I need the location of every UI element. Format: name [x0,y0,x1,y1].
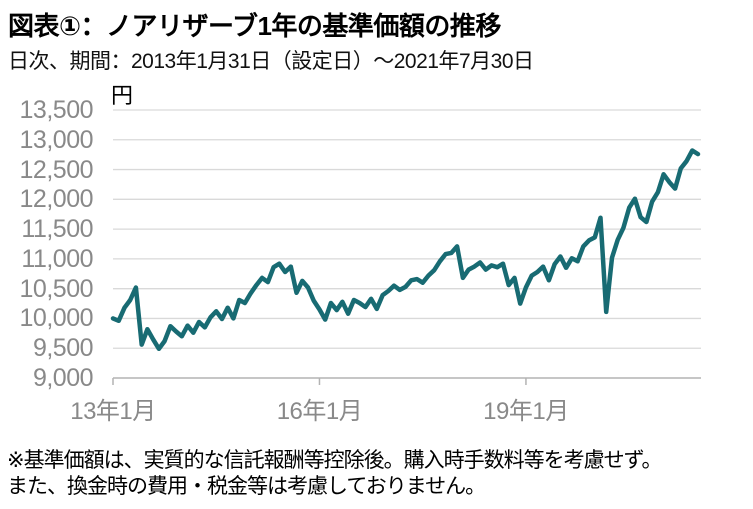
x-tick-label: 19年1月 [483,398,569,425]
y-tick-label: 9,500 [32,334,94,363]
y-tick-label: 12,500 [19,155,94,184]
x-tick-label: 16年1月 [276,398,363,425]
nav-line-series [110,148,701,352]
y-axis-unit-label: 円 [111,83,134,108]
footnote-line-2: また、換金時の費用・税金等は考慮しておりません。 [7,475,486,498]
y-tick-label: 9,000 [32,364,94,392]
y-tick-label: 11,500 [21,215,93,244]
y-tick-label: 11,000 [21,244,93,273]
y-tick-label: 10,000 [19,304,94,333]
y-tick-label: 13,500 [19,96,94,124]
y-tick-label: 12,000 [19,185,94,214]
x-tick-label: 13年1月 [70,398,156,425]
figure-title: 図表①：ノアリザーブ1年の基準価額の推移 [8,11,501,41]
y-tick-label: 13,000 [19,125,94,154]
footnote-line-1: ※基準価額は、実質的な信託報酬等控除後。購入時手数料等を考慮せず。 [7,449,662,472]
figure-subtitle: 日次、期間：2013年1月31日（設定日）～2021年7月30日 [8,50,534,73]
y-tick-label: 10,500 [19,274,94,303]
